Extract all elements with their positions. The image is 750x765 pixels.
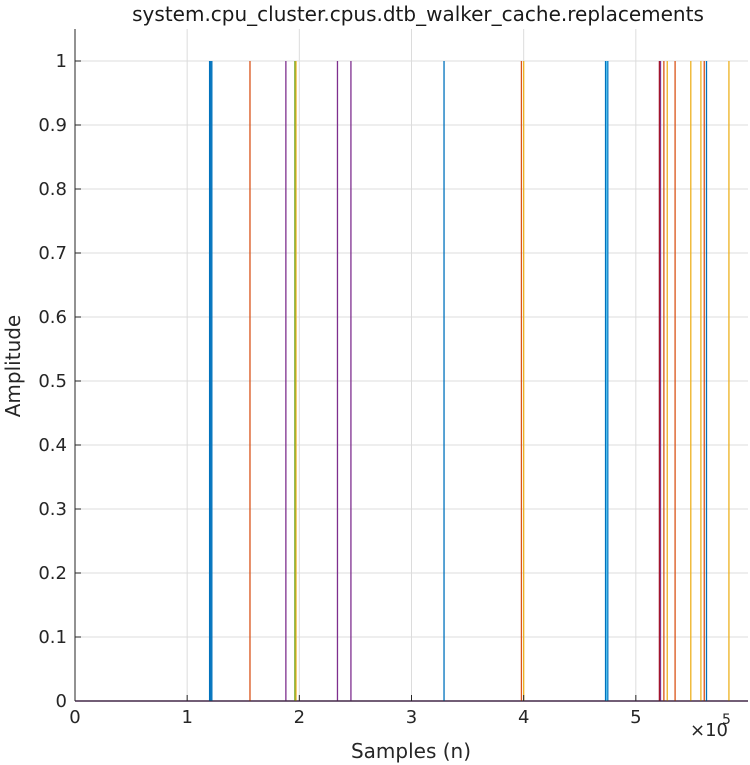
y-tick-label: 0.7 bbox=[38, 243, 67, 264]
chart-title: system.cpu_cluster.cpus.dtb_walker_cache… bbox=[132, 2, 704, 26]
x-axis-label: Samples (n) bbox=[351, 739, 471, 763]
grid bbox=[75, 29, 748, 701]
y-tick-label: 0.3 bbox=[38, 499, 67, 520]
y-tick-label: 0.4 bbox=[38, 435, 67, 456]
y-tick-label: 0.6 bbox=[38, 307, 67, 328]
y-axis-label: Amplitude bbox=[1, 315, 25, 418]
series-spikes bbox=[295, 61, 730, 701]
x-exponent-base: ×10 bbox=[690, 720, 728, 741]
x-tick-label: 4 bbox=[518, 707, 529, 728]
series-spikes bbox=[249, 61, 705, 701]
x-tick-label: 1 bbox=[181, 707, 192, 728]
y-tick-label: 1 bbox=[56, 51, 67, 72]
y-tick-label: 0.5 bbox=[38, 371, 67, 392]
y-tick-label: 0 bbox=[56, 691, 67, 712]
y-tick-label: 0.8 bbox=[38, 179, 67, 200]
y-tick-label: 0.9 bbox=[38, 115, 67, 136]
x-tick-label: 2 bbox=[294, 707, 305, 728]
x-tick-label: 3 bbox=[406, 707, 417, 728]
series-spikes bbox=[208, 61, 708, 701]
x-tick-label: 0 bbox=[69, 707, 80, 728]
y-tick-label: 0.2 bbox=[38, 563, 67, 584]
x-exponent: ×10 5 bbox=[690, 712, 731, 741]
x-tick-label: 5 bbox=[630, 707, 641, 728]
x-exponent-power: 5 bbox=[722, 712, 731, 728]
x-tick-labels: 0 1 2 3 4 5 bbox=[69, 707, 641, 728]
y-tick-labels: 0 0.1 0.2 0.3 0.4 0.5 0.6 0.7 0.8 0.9 1 bbox=[38, 51, 67, 712]
series-layer bbox=[75, 61, 748, 702]
axes bbox=[74, 29, 748, 702]
series-spikes bbox=[285, 61, 662, 701]
y-tick-label: 0.1 bbox=[38, 627, 67, 648]
